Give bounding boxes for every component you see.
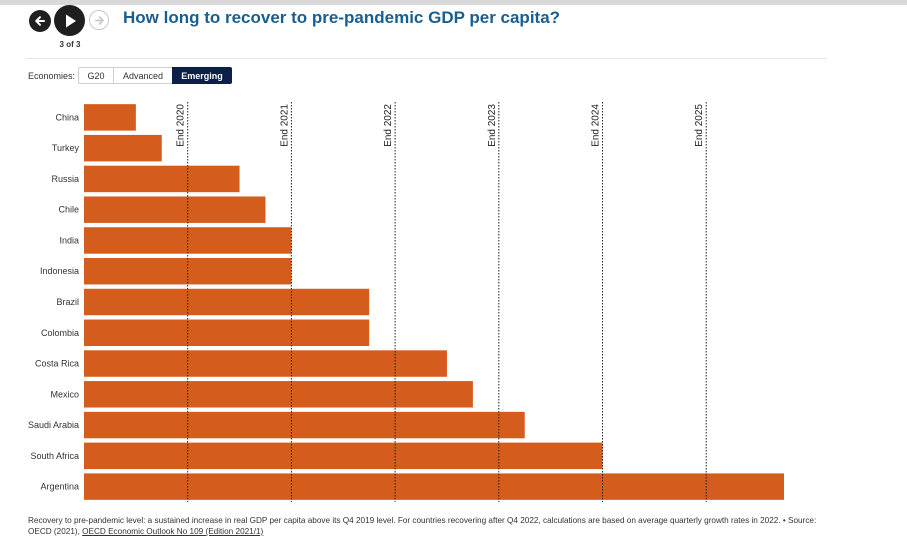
bar (84, 165, 240, 193)
top-bar (0, 0, 907, 5)
bar (84, 104, 136, 131)
divider (26, 58, 826, 59)
source-link[interactable]: OECD Economic Outlook No 109 (Edition 20… (82, 527, 264, 536)
reference-line-label: End 2021 (279, 104, 290, 147)
category-label: South Africa (30, 451, 79, 461)
bar (84, 288, 370, 316)
category-label: Turkey (52, 143, 80, 153)
category-label: Indonesia (40, 266, 79, 276)
category-label: Colombia (41, 328, 79, 338)
economies-label: Economies: (28, 71, 76, 81)
category-label: China (55, 112, 79, 122)
reference-line-label: End 2024 (591, 104, 602, 147)
bar-chart: China Turkey Russia Chile India Indonesia Braz… (28, 102, 784, 502)
chart-title: How long to recover to pre-pandemic GDP … (123, 8, 561, 27)
bar (84, 134, 162, 162)
economies-option-emerging[interactable]: Emerging (172, 67, 232, 84)
category-label: Russia (51, 174, 79, 184)
category-label: India (59, 235, 79, 245)
footnote: Recovery to pre-pandemic level: a sustai… (28, 515, 828, 537)
step-indicator: 3 of 3 (59, 40, 81, 49)
category-label: Chile (58, 205, 79, 215)
category-label: Saudi Arabia (28, 420, 79, 430)
bar (84, 442, 603, 470)
category-label: Argentina (40, 482, 79, 492)
arrow-right-icon (94, 15, 104, 25)
category-label: Brazil (56, 297, 79, 307)
bar (84, 381, 473, 408)
category-label: Mexico (50, 389, 79, 399)
reference-line-label: End 2022 (383, 104, 394, 147)
arrow-left-icon (35, 16, 45, 26)
reference-line-label: End 2020 (176, 104, 187, 147)
play-button[interactable] (54, 5, 85, 36)
bar (84, 350, 447, 377)
next-button[interactable] (89, 10, 109, 30)
reference-line-label: End 2025 (694, 104, 705, 147)
category-label: Costa Rica (35, 359, 79, 369)
previous-button[interactable] (29, 10, 51, 32)
bar (84, 196, 266, 223)
reference-line-label: End 2023 (487, 104, 498, 147)
play-icon (65, 14, 76, 27)
bar (84, 319, 370, 346)
bar (84, 473, 784, 500)
bar (84, 411, 525, 439)
footnote-text: Recovery to pre-pandemic level: a sustai… (28, 516, 817, 536)
